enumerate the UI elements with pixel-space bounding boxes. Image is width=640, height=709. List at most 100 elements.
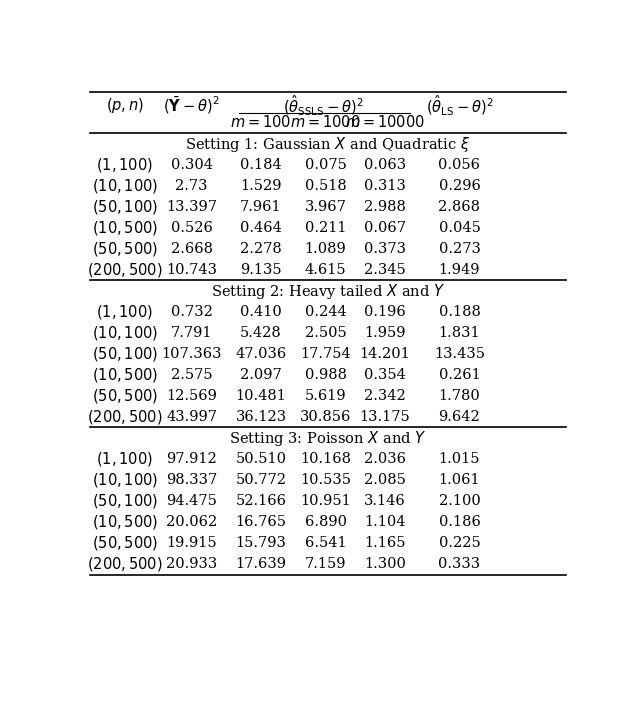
- Text: $(10, 500)$: $(10, 500)$: [92, 513, 157, 531]
- Text: 0.067: 0.067: [364, 220, 406, 235]
- Text: 0.225: 0.225: [438, 536, 480, 550]
- Text: 9.135: 9.135: [240, 263, 282, 277]
- Text: 6.890: 6.890: [305, 515, 346, 529]
- Text: 1.780: 1.780: [438, 389, 480, 403]
- Text: 97.912: 97.912: [166, 452, 217, 466]
- Text: $(50, 500)$: $(50, 500)$: [92, 534, 157, 552]
- Text: $(\bar{\mathbf{Y}} - \theta)^2$: $(\bar{\mathbf{Y}} - \theta)^2$: [163, 95, 220, 116]
- Text: $(50, 500)$: $(50, 500)$: [92, 387, 157, 405]
- Text: $(50, 500)$: $(50, 500)$: [92, 240, 157, 258]
- Text: 7.791: 7.791: [171, 326, 212, 340]
- Text: 3.146: 3.146: [364, 494, 406, 508]
- Text: 0.354: 0.354: [364, 368, 406, 382]
- Text: 0.244: 0.244: [305, 305, 346, 319]
- Text: 0.464: 0.464: [240, 220, 282, 235]
- Text: Setting 2: Heavy tailed $X$ and $Y$: Setting 2: Heavy tailed $X$ and $Y$: [211, 282, 445, 301]
- Text: 1.089: 1.089: [305, 242, 346, 256]
- Text: 2.575: 2.575: [171, 368, 212, 382]
- Text: 14.201: 14.201: [360, 347, 410, 361]
- Text: 2.345: 2.345: [364, 263, 406, 277]
- Text: 10.951: 10.951: [300, 494, 351, 508]
- Text: 1.529: 1.529: [240, 179, 282, 193]
- Text: 19.915: 19.915: [166, 536, 217, 550]
- Text: 0.261: 0.261: [438, 368, 480, 382]
- Text: $(1, 100)$: $(1, 100)$: [96, 156, 153, 174]
- Text: 20.933: 20.933: [166, 557, 217, 571]
- Text: 0.063: 0.063: [364, 157, 406, 172]
- Text: 15.793: 15.793: [236, 536, 287, 550]
- Text: 0.410: 0.410: [240, 305, 282, 319]
- Text: 0.075: 0.075: [305, 157, 346, 172]
- Text: $(\hat{\theta}_{\mathrm{LS}} - \theta)^2$: $(\hat{\theta}_{\mathrm{LS}} - \theta)^2…: [426, 94, 493, 118]
- Text: $(50, 100)$: $(50, 100)$: [92, 492, 157, 510]
- Text: 20.062: 20.062: [166, 515, 217, 529]
- Text: 43.997: 43.997: [166, 410, 217, 424]
- Text: 1.061: 1.061: [438, 473, 480, 487]
- Text: 1.165: 1.165: [364, 536, 406, 550]
- Text: 2.868: 2.868: [438, 200, 481, 213]
- Text: 30.856: 30.856: [300, 410, 351, 424]
- Text: $(10, 100)$: $(10, 100)$: [92, 471, 157, 489]
- Text: $m = 10000$: $m = 10000$: [345, 114, 425, 130]
- Text: 0.304: 0.304: [171, 157, 212, 172]
- Text: 13.175: 13.175: [360, 410, 410, 424]
- Text: $(200, 500)$: $(200, 500)$: [87, 408, 163, 426]
- Text: 7.961: 7.961: [240, 200, 282, 213]
- Text: 1.949: 1.949: [438, 263, 480, 277]
- Text: $(1, 100)$: $(1, 100)$: [96, 303, 153, 320]
- Text: 0.296: 0.296: [438, 179, 481, 193]
- Text: 3.967: 3.967: [305, 200, 346, 213]
- Text: $(10, 100)$: $(10, 100)$: [92, 177, 157, 195]
- Text: $(50, 100)$: $(50, 100)$: [92, 198, 157, 216]
- Text: 13.397: 13.397: [166, 200, 217, 213]
- Text: 6.541: 6.541: [305, 536, 346, 550]
- Text: $m = 1000$: $m = 1000$: [291, 114, 361, 130]
- Text: $(\hat{\theta}_{\mathrm{SSLS}} - \theta)^2$: $(\hat{\theta}_{\mathrm{SSLS}} - \theta)…: [283, 94, 364, 118]
- Text: 0.186: 0.186: [438, 515, 481, 529]
- Text: 0.273: 0.273: [438, 242, 481, 256]
- Text: Setting 1: Gaussian $X$ and Quadratic $\xi$: Setting 1: Gaussian $X$ and Quadratic $\…: [186, 135, 470, 154]
- Text: 0.373: 0.373: [364, 242, 406, 256]
- Text: 0.188: 0.188: [438, 305, 481, 319]
- Text: 17.639: 17.639: [236, 557, 287, 571]
- Text: 10.535: 10.535: [300, 473, 351, 487]
- Text: $(10, 500)$: $(10, 500)$: [92, 218, 157, 237]
- Text: 10.743: 10.743: [166, 263, 217, 277]
- Text: 50.772: 50.772: [236, 473, 287, 487]
- Text: 0.045: 0.045: [438, 220, 481, 235]
- Text: 1.831: 1.831: [438, 326, 480, 340]
- Text: 0.196: 0.196: [364, 305, 406, 319]
- Text: 0.732: 0.732: [171, 305, 212, 319]
- Text: 0.333: 0.333: [438, 557, 481, 571]
- Text: 1.300: 1.300: [364, 557, 406, 571]
- Text: 2.278: 2.278: [240, 242, 282, 256]
- Text: 1.959: 1.959: [364, 326, 406, 340]
- Text: 12.569: 12.569: [166, 389, 217, 403]
- Text: 17.754: 17.754: [300, 347, 351, 361]
- Text: 0.988: 0.988: [305, 368, 346, 382]
- Text: 10.168: 10.168: [300, 452, 351, 466]
- Text: 0.184: 0.184: [240, 157, 282, 172]
- Text: $(10, 100)$: $(10, 100)$: [92, 324, 157, 342]
- Text: $(10, 500)$: $(10, 500)$: [92, 366, 157, 384]
- Text: 0.313: 0.313: [364, 179, 406, 193]
- Text: 0.526: 0.526: [171, 220, 212, 235]
- Text: 2.097: 2.097: [240, 368, 282, 382]
- Text: 16.765: 16.765: [236, 515, 287, 529]
- Text: 98.337: 98.337: [166, 473, 217, 487]
- Text: 0.518: 0.518: [305, 179, 346, 193]
- Text: 107.363: 107.363: [161, 347, 222, 361]
- Text: 2.085: 2.085: [364, 473, 406, 487]
- Text: $m = 100$: $m = 100$: [230, 114, 292, 130]
- Text: $(50, 100)$: $(50, 100)$: [92, 345, 157, 363]
- Text: 94.475: 94.475: [166, 494, 217, 508]
- Text: 7.159: 7.159: [305, 557, 346, 571]
- Text: 0.211: 0.211: [305, 220, 346, 235]
- Text: 52.166: 52.166: [236, 494, 287, 508]
- Text: 10.481: 10.481: [236, 389, 287, 403]
- Text: $(200, 500)$: $(200, 500)$: [87, 555, 163, 573]
- Text: 2.73: 2.73: [175, 179, 208, 193]
- Text: 36.123: 36.123: [236, 410, 287, 424]
- Text: 2.668: 2.668: [171, 242, 212, 256]
- Text: 2.988: 2.988: [364, 200, 406, 213]
